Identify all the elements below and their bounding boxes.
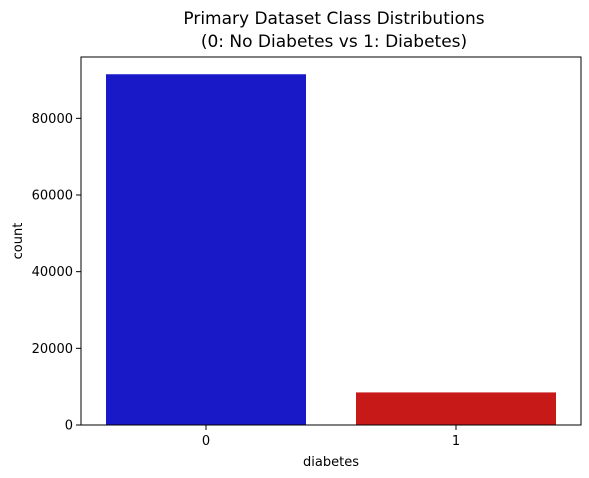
y-tick-label-60000: 60000 <box>32 189 73 204</box>
y-tick-label-20000: 20000 <box>32 342 73 357</box>
chart-title-line-2: (0: No Diabetes vs 1: Diabetes) <box>201 32 467 52</box>
y-axis-label: count <box>11 223 26 260</box>
y-tick-label-40000: 40000 <box>32 265 73 280</box>
y-axis: 0 20000 40000 60000 80000 <box>32 112 81 434</box>
bars-group <box>106 74 556 425</box>
x-tick-label-1: 1 <box>452 434 460 449</box>
x-axis-label: diabetes <box>303 455 359 470</box>
plot-frame <box>80 56 582 426</box>
chart-title-line-1: Primary Dataset Class Distributions <box>183 9 484 29</box>
bar-0 <box>106 74 306 425</box>
bar-1 <box>356 392 556 425</box>
y-tick-label-80000: 80000 <box>32 112 73 127</box>
x-tick-label-0: 0 <box>202 434 210 449</box>
y-tick-label-0: 0 <box>65 419 73 434</box>
